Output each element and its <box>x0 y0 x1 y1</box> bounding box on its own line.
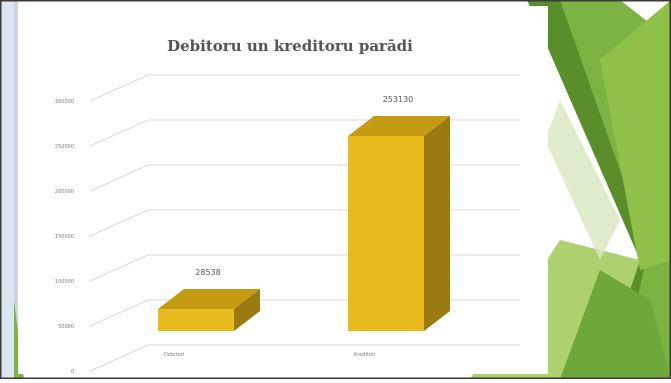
bar-front <box>348 136 424 331</box>
y-tick-label: 150000 <box>55 234 74 240</box>
y-tick-label: 250000 <box>55 144 74 150</box>
bar-top <box>348 116 450 136</box>
right-decoration <box>470 0 671 379</box>
bar-front <box>158 309 234 331</box>
y-tick-label: 50000 <box>58 324 74 330</box>
y-axis: 0 50000 100000 150000 200000 250000 300000 <box>55 99 74 375</box>
x-tick-label: Kreditori <box>354 352 375 358</box>
bar: 28538 <box>158 268 260 331</box>
x-axis: Debitori Kreditori <box>164 352 375 358</box>
data-label: 28538 <box>195 268 220 277</box>
chart-area <box>18 6 548 374</box>
y-tick-label: 300000 <box>55 99 74 105</box>
bar: 253130 <box>348 95 450 331</box>
y-tick-label: 0 <box>71 369 74 375</box>
bars: 28538 253130 <box>158 95 450 331</box>
green-shape-6 <box>545 100 620 260</box>
gridline <box>89 74 520 102</box>
bar-top <box>158 289 260 310</box>
green-shape-5 <box>560 270 671 379</box>
left-stripe <box>0 0 14 379</box>
y-tick-label: 100000 <box>55 279 74 285</box>
chart-title: Debitoru un kreditoru parādi <box>167 37 413 55</box>
green-shape-3 <box>600 0 671 270</box>
y-tick-label: 200000 <box>55 189 74 195</box>
gridline <box>89 344 520 372</box>
bar-side <box>234 289 260 331</box>
x-tick-label: Debitori <box>164 352 184 358</box>
data-label: 253130 <box>383 95 414 104</box>
left-stripe-shadow <box>14 0 18 379</box>
bar-side <box>424 116 450 331</box>
